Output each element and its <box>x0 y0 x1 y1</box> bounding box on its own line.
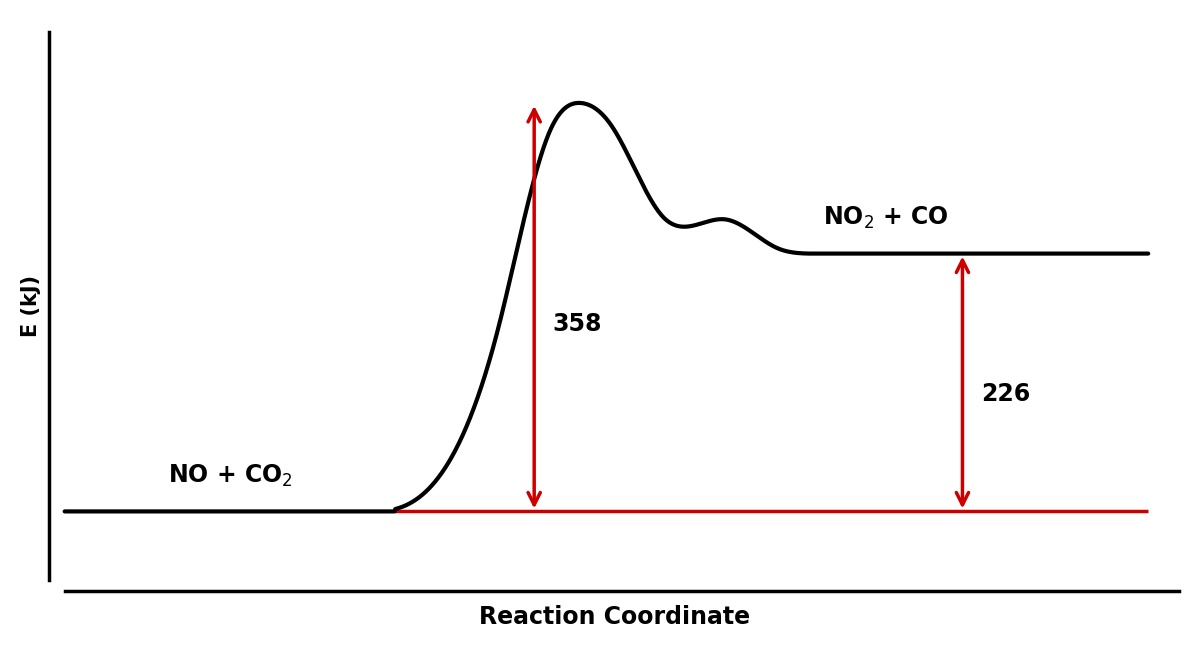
X-axis label: Reaction Coordinate: Reaction Coordinate <box>479 605 750 629</box>
Text: 226: 226 <box>982 382 1031 406</box>
Text: 358: 358 <box>553 312 602 336</box>
Text: NO$_2$ + CO: NO$_2$ + CO <box>823 205 949 231</box>
Text: NO + CO$_2$: NO + CO$_2$ <box>168 462 293 489</box>
Y-axis label: E (kJ): E (kJ) <box>20 275 41 337</box>
